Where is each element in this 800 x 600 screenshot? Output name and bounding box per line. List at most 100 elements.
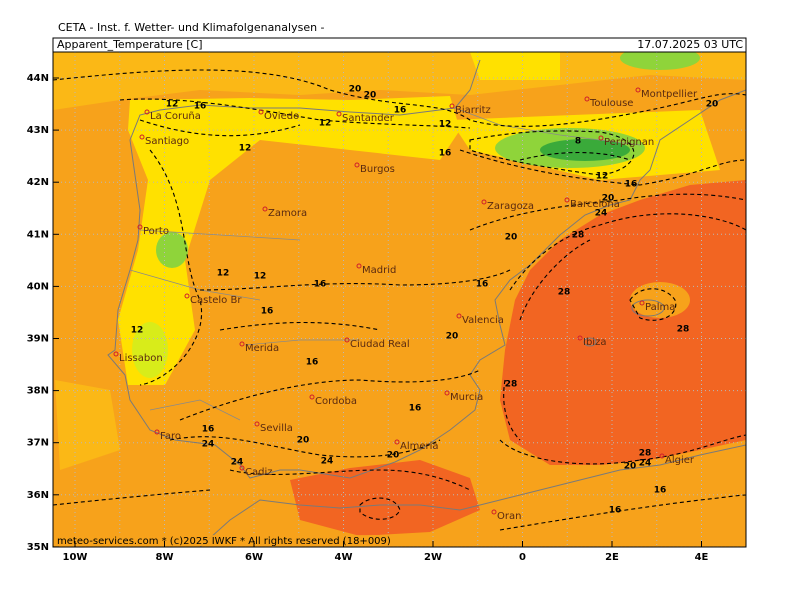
- contour: [359, 497, 401, 520]
- city-marker: [336, 111, 342, 117]
- contour-label: 20: [297, 436, 310, 446]
- city-label: Perpignan: [604, 137, 654, 148]
- footer-bg: [54, 535, 424, 546]
- city-marker: [444, 390, 450, 396]
- city-label: Madrid: [362, 265, 396, 276]
- lon-label: 2E: [605, 552, 619, 563]
- contour-label: 12: [254, 272, 267, 282]
- contour-label: 24: [202, 440, 215, 450]
- contour-label: 20: [349, 85, 362, 95]
- lat-label: 35N: [27, 542, 49, 553]
- city-label: Cordoba: [315, 396, 357, 407]
- city-label: La Coruña: [150, 111, 201, 122]
- map-frame: [52, 51, 747, 548]
- contour-label: 20: [624, 462, 637, 472]
- contour-label: 12: [166, 100, 179, 110]
- contour-label: 16: [194, 102, 207, 112]
- contour-label: 12: [239, 144, 252, 154]
- city-marker: [356, 263, 362, 269]
- city-label: Montpellier: [641, 89, 698, 100]
- contour-label: 12: [319, 119, 332, 129]
- contour: [229, 469, 471, 491]
- contour: [503, 239, 591, 441]
- city-label: Palma: [645, 302, 675, 313]
- contour-label: 28: [677, 325, 690, 335]
- contour: [499, 213, 746, 465]
- contour-label: 16: [476, 280, 489, 290]
- city-marker: [639, 300, 645, 306]
- contour-labels: 12 16 20 20 16 12 12 12 16 8 12 16 20 24…: [131, 85, 719, 516]
- island: [583, 337, 597, 347]
- lat-label: 44N: [27, 73, 49, 84]
- city-marker: [598, 135, 604, 141]
- city-marker: [262, 206, 268, 212]
- map-area: [53, 52, 746, 547]
- city-label: Cadiz: [245, 467, 273, 478]
- field-zone: [132, 322, 168, 378]
- field-yellow: [118, 96, 460, 385]
- contour: [119, 98, 471, 129]
- field-red: [500, 180, 746, 465]
- city-label: Burgos: [360, 164, 395, 175]
- lon-label: 0: [519, 552, 526, 563]
- city-label: Ibiza: [583, 337, 606, 348]
- city-marker: [344, 337, 350, 343]
- lat-label: 42N: [27, 177, 49, 188]
- city-marker: [139, 134, 145, 140]
- contour-label: 28: [505, 380, 518, 390]
- city-label: Almeria: [400, 441, 439, 452]
- city-label: Porto: [143, 226, 169, 237]
- lon-label: 2W: [424, 552, 442, 563]
- field-zone: [630, 282, 690, 318]
- city-label: Castelo Br: [190, 295, 242, 306]
- city-marker: [184, 293, 190, 299]
- city-label: Merida: [245, 343, 279, 354]
- lon-label: 8W: [156, 552, 174, 563]
- city-marker: [239, 465, 245, 471]
- field-green: [156, 232, 188, 268]
- contour: [459, 149, 746, 186]
- contour-label: 28: [639, 449, 652, 459]
- contour-label: 20: [505, 233, 518, 243]
- institute: CETA - Inst. f. Wetter- und Klimafolgena…: [58, 21, 325, 34]
- contour-label: 24: [639, 459, 652, 469]
- contour-label: 16: [314, 280, 327, 290]
- contour-label: 28: [558, 288, 571, 298]
- contour: [199, 269, 511, 331]
- contour-label: 24: [231, 458, 244, 468]
- city-marker: [258, 109, 264, 115]
- city-label: Zamora: [268, 208, 307, 219]
- contour-label: 20: [706, 100, 719, 110]
- contour-label: 16: [654, 486, 667, 496]
- city-marker: [394, 439, 400, 445]
- city-marker: [239, 341, 245, 347]
- city-label: Barcelona: [570, 199, 620, 210]
- lat-label: 41N: [27, 229, 49, 240]
- city-marker: [584, 96, 590, 102]
- contour-label: 28: [572, 231, 585, 241]
- contour: [53, 489, 746, 531]
- field-zone: [53, 52, 746, 110]
- city-marker: [309, 394, 315, 400]
- city-label: Algier: [665, 455, 695, 466]
- city-marker: [659, 453, 665, 459]
- lat-label: 43N: [27, 125, 49, 136]
- lat-label: 36N: [27, 490, 49, 501]
- city-marker: [354, 162, 360, 168]
- contour-label: 8: [575, 137, 581, 147]
- city-label: Toulouse: [589, 98, 633, 109]
- contour-label: 16: [202, 425, 215, 435]
- contour-label: 20: [387, 451, 400, 461]
- lon-label: 4E: [695, 552, 709, 563]
- lat-label: 37N: [27, 438, 49, 449]
- contour-label: 16: [306, 358, 319, 368]
- cities: La Coruña Oviedo Santander Biarritz Toul…: [113, 87, 698, 522]
- contour-label: 20: [602, 194, 615, 204]
- contour-label: 12: [131, 326, 144, 336]
- field-green: [620, 52, 700, 70]
- coastline: [199, 444, 746, 547]
- city-marker: [481, 199, 487, 205]
- city-label: Ciudad Real: [350, 339, 410, 350]
- city-label: Sevilla: [260, 423, 293, 434]
